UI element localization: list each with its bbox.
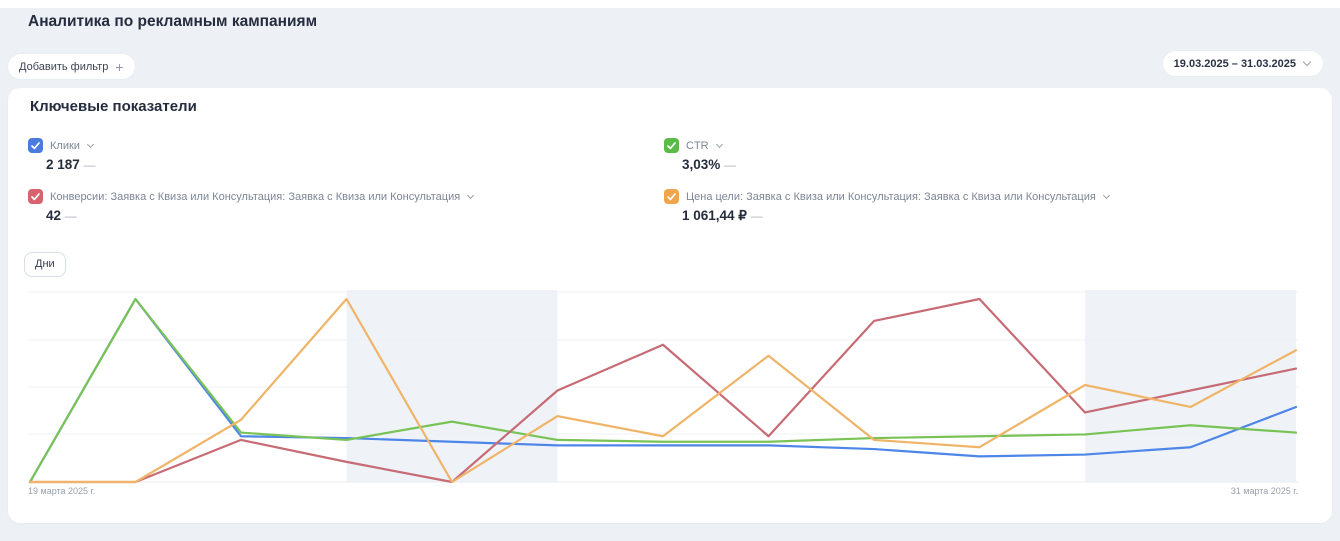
metric-head-conversions: Конверсии: Заявка с Квиза или Консультац…: [28, 189, 664, 204]
metric-value-goal-cost: 1 061,44 ₽ —: [682, 208, 763, 223]
chart-line-ctr: [28, 297, 1298, 484]
date-range-label: 19.03.2025 – 31.03.2025: [1173, 57, 1296, 70]
metric-label-goal-cost[interactable]: Цена цели: Заявка с Квиза или Консультац…: [686, 190, 1096, 203]
check-icon: [31, 141, 40, 149]
metric-label-clicks[interactable]: Клики: [50, 139, 80, 152]
metric-clicks: Клики 2 187 —: [28, 138, 664, 172]
chevron-down-icon[interactable]: [716, 142, 724, 150]
metric-goal-cost: Цена цели: Заявка с Квиза или Консультац…: [664, 189, 1312, 224]
x-axis-label-end: 31 марта 2025 г.: [1230, 486, 1298, 496]
checkbox-conversions[interactable]: [28, 189, 43, 204]
chart-line-conversions: [28, 297, 1298, 484]
metric-head-clicks: Клики: [28, 138, 664, 153]
metric-label-ctr[interactable]: CTR: [686, 139, 709, 152]
checkbox-goal-cost[interactable]: [664, 189, 679, 204]
chevron-down-icon[interactable]: [87, 142, 95, 150]
campaign-metrics-line-chart[interactable]: [28, 290, 1298, 484]
trend-dash: —: [83, 158, 96, 172]
check-icon: [667, 192, 676, 200]
plus-icon: +: [115, 58, 124, 75]
checkbox-ctr[interactable]: [664, 138, 679, 153]
metric-value-clicks: 2 187 —: [46, 157, 96, 172]
date-range-picker[interactable]: 19.03.2025 – 31.03.2025: [1162, 51, 1323, 76]
chevron-down-icon[interactable]: [467, 193, 475, 201]
trend-dash: —: [750, 209, 763, 223]
add-filter-button[interactable]: Добавить фильтр +: [8, 54, 135, 79]
key-indicators-card: Ключевые показатели Клики 2 187 — CTR 3,03%…: [8, 88, 1332, 523]
page-title: Аналитика по рекламным кампаниям: [28, 13, 318, 30]
x-axis-label-start: 19 марта 2025 г.: [28, 486, 96, 496]
checkbox-clicks[interactable]: [28, 138, 43, 153]
metric-value-conversions: 42 —: [46, 208, 77, 223]
chart-line-goal-cost: [28, 297, 1298, 484]
chart-line-clicks: [28, 297, 1298, 484]
add-filter-label: Добавить фильтр: [19, 60, 109, 73]
check-icon: [667, 141, 676, 149]
weekend-band: [346, 290, 558, 482]
metric-head-goal-cost: Цена цели: Заявка с Квиза или Консультац…: [664, 189, 1312, 204]
granularity-days-button[interactable]: Дни: [24, 252, 66, 277]
metric-value-ctr: 3,03% —: [682, 157, 737, 172]
trend-dash: —: [64, 209, 77, 223]
metric-head-ctr: CTR: [664, 138, 1312, 153]
chevron-down-icon: [1303, 59, 1312, 68]
trend-dash: —: [724, 158, 737, 172]
metric-label-conversions[interactable]: Конверсии: Заявка с Квиза или Консультац…: [50, 190, 461, 203]
metric-ctr: CTR 3,03% —: [664, 138, 1312, 172]
card-heading: Ключевые показатели: [30, 98, 197, 115]
weekend-band: [1085, 290, 1296, 482]
check-icon: [31, 192, 40, 200]
chevron-down-icon[interactable]: [1103, 193, 1111, 201]
metrics-grid: Клики 2 187 — CTR 3,03% — Конверсии: Заявка …: [28, 138, 1312, 224]
metric-conversions: Конверсии: Заявка с Квиза или Консультац…: [28, 189, 664, 224]
